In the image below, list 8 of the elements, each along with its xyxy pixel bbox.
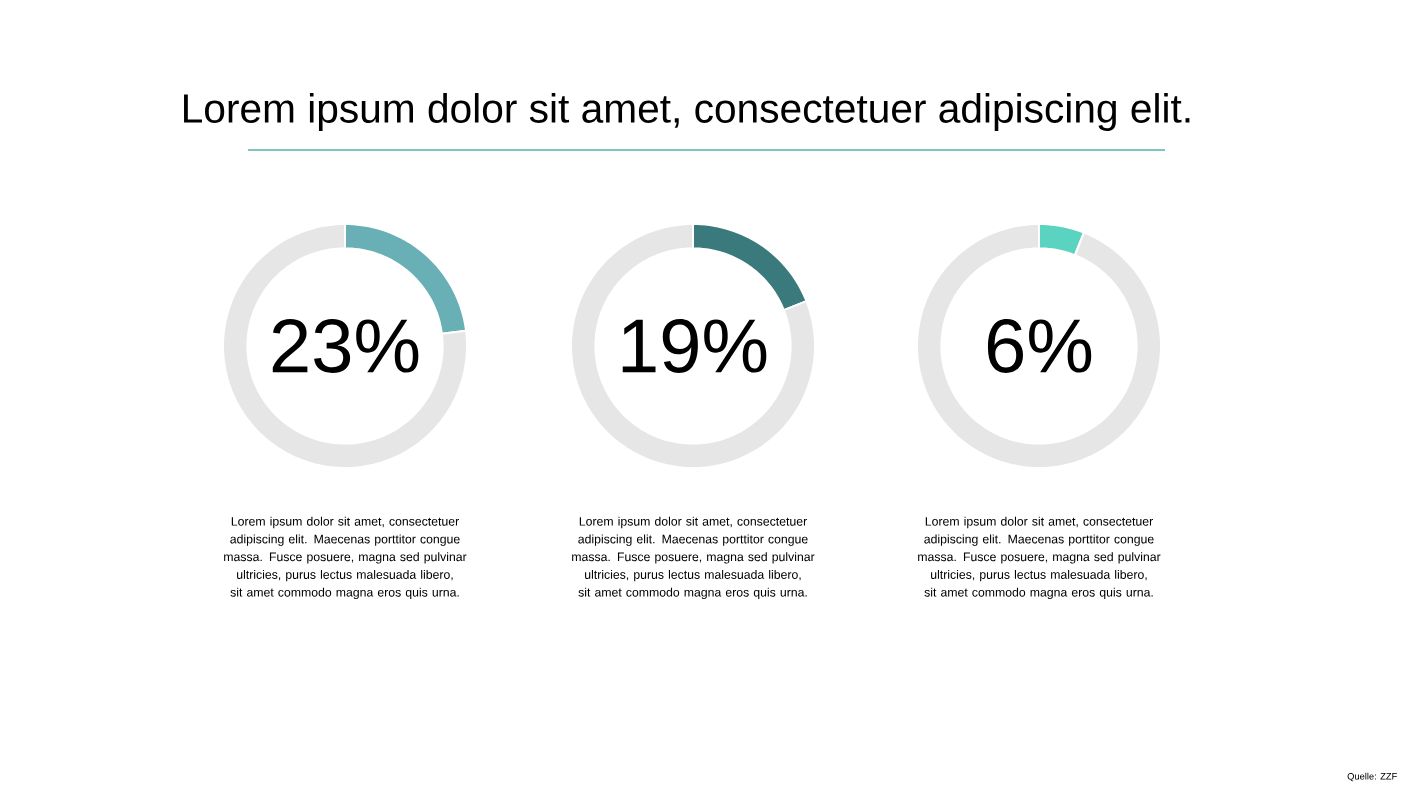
text: Lorem ipsum dolor sit amet, consectetuer adipiscing elit. Maecenas porttitor congue massa. Fusce posuere, magna sed pulvinar ultricies, purus lectus malesuada libero, sit amet commodo magna eros quis urna.: [918, 516, 1161, 600]
text: 23%: [272, 319, 419, 373]
text: Lorem ipsum dolor sit amet, consectetuer adipiscing elit.: [184, 93, 1190, 131]
source-note: Quelle: ZZF: [1347, 772, 1397, 782]
text: 19%: [622, 319, 767, 373]
text: Lorem ipsum dolor sit amet, consectetuer adipiscing elit. Maecenas porttitor congue massa. Fusce posuere, magna sed pulvinar ultricies, purus lectus malesuada libero, sit amet commodo magna eros quis urna.: [572, 516, 815, 600]
text: 6%: [987, 319, 1092, 373]
text: Lorem ipsum dolor sit amet, consectetuer adipiscing elit. Maecenas porttitor congue massa. Fusce posuere, magna sed pulvinar ultricies, purus lectus malesuada libero, sit amet commodo magna eros quis urna.: [224, 516, 467, 600]
